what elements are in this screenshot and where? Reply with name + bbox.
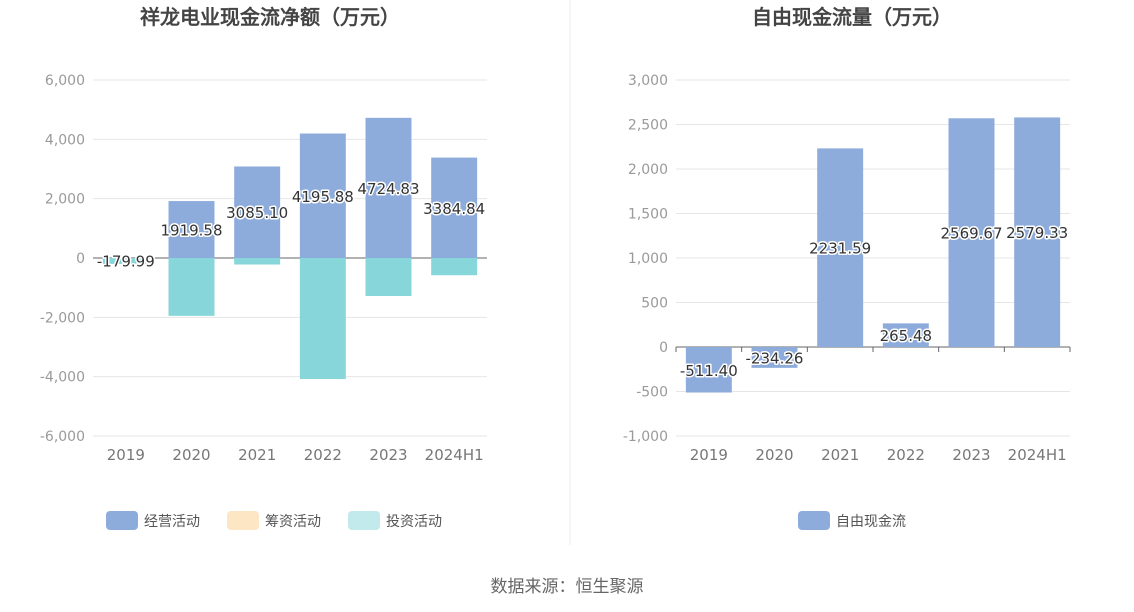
bar-investing-2023 <box>365 258 412 296</box>
legend-item-free-cash-flow[interactable]: 自由现金流 <box>798 511 906 530</box>
x-category-label: 2023 <box>952 446 990 464</box>
x-category-label: 2024H1 <box>1008 446 1067 464</box>
data-label: -234.26 <box>746 349 804 367</box>
y-tick-label: 4,000 <box>45 132 85 148</box>
data-label: 2569.67 <box>940 225 1002 243</box>
x-category-label: 2022 <box>887 446 925 464</box>
data-label: 4195.88 <box>292 188 354 206</box>
x-category-label: 2019 <box>690 446 728 464</box>
bar-investing-2020 <box>168 258 215 316</box>
y-tick-label: 6,000 <box>45 73 85 89</box>
y-tick-label: -4,000 <box>40 370 85 386</box>
data-label: 3384.84 <box>423 200 485 218</box>
y-tick-label: 500 <box>641 296 668 312</box>
legend-item-investing[interactable]: 投资活动 <box>348 511 442 530</box>
data-label: 3085.10 <box>226 204 288 222</box>
cash-flow-net-chart: 祥龙电业现金流净额（万元） 6,000 4,000 2,000 0 -2,000 -4,0… <box>40 5 487 530</box>
x-category-label: 2021 <box>821 446 859 464</box>
x-category-label: 2023 <box>369 446 407 464</box>
y-tick-label: -1,000 <box>623 429 668 445</box>
x-category-label: 2022 <box>304 446 342 464</box>
chart-title: 祥龙电业现金流净额（万元） <box>140 5 400 29</box>
bar-investing-2024h1 <box>431 258 478 276</box>
y-tick-label: 2,000 <box>628 162 668 178</box>
y-tick-label: -6,000 <box>40 429 85 445</box>
legend: 自由现金流 <box>798 511 906 530</box>
chart-title: 自由现金流量（万元） <box>752 5 952 29</box>
bar-operating-2020 <box>168 201 215 258</box>
bar-operating-2023 <box>365 117 412 258</box>
y-tick-label: -2,000 <box>40 310 85 326</box>
bar-investing-2021 <box>234 258 281 265</box>
bar-investing-2022 <box>299 258 346 380</box>
legend-swatch <box>106 511 138 530</box>
bar-operating-2022 <box>299 133 346 258</box>
y-tick-label: -500 <box>636 385 668 401</box>
bar-operating-2024h1 <box>431 157 478 258</box>
legend-swatch <box>798 511 830 530</box>
bar-free-cash-flow-2021 <box>817 148 864 347</box>
y-tick-label: 0 <box>659 340 668 356</box>
bar-free-cash-flow-2023 <box>948 118 995 347</box>
free-cash-flow-chart: 自由现金流量（万元） 3,000 2,500 2,000 1,500 1,000 500 0… <box>623 5 1071 530</box>
bar-free-cash-flow-2019 <box>685 347 732 393</box>
bar-operating-2021 <box>234 166 281 258</box>
legend: 经营活动 筹资活动 投资活动 <box>106 511 442 530</box>
legend-swatch <box>348 511 380 530</box>
y-tick-label: 3,000 <box>628 73 668 89</box>
data-source-note: 数据来源：恒生聚源 <box>491 577 644 597</box>
x-category-label: 2020 <box>755 446 793 464</box>
bar-investing-2019 <box>102 258 149 264</box>
data-label: 1919.58 <box>160 222 222 240</box>
y-tick-label: 1,500 <box>628 207 668 223</box>
bar-free-cash-flow-2024h1 <box>1014 117 1061 347</box>
x-category-label: 2021 <box>238 446 276 464</box>
legend-label: 自由现金流 <box>836 514 906 530</box>
legend-item-operating[interactable]: 经营活动 <box>106 511 200 530</box>
data-label: -511.40 <box>680 362 738 380</box>
x-category-label: 2020 <box>172 446 210 464</box>
legend-label: 筹资活动 <box>265 513 321 530</box>
data-label: 2231.59 <box>809 240 871 258</box>
y-tick-label: 0 <box>76 251 85 267</box>
data-label: 4724.83 <box>357 180 419 198</box>
legend-label: 投资活动 <box>386 514 442 530</box>
bar-free-cash-flow-2020 <box>751 347 798 368</box>
y-tick-label: 1,000 <box>628 251 668 267</box>
legend-label: 经营活动 <box>144 514 200 530</box>
y-tick-label: 2,000 <box>45 192 85 208</box>
data-label: 2579.33 <box>1006 224 1068 242</box>
x-category-label: 2019 <box>107 446 145 464</box>
x-category-label: 2024H1 <box>425 446 484 464</box>
data-label: 265.48 <box>880 327 933 345</box>
bar-free-cash-flow-2022 <box>882 323 929 347</box>
legend-item-financing[interactable]: 筹资活动 <box>227 511 321 530</box>
y-tick-label: 2,500 <box>628 118 668 134</box>
legend-swatch <box>227 511 259 530</box>
data-label: -179.99 <box>97 253 155 271</box>
